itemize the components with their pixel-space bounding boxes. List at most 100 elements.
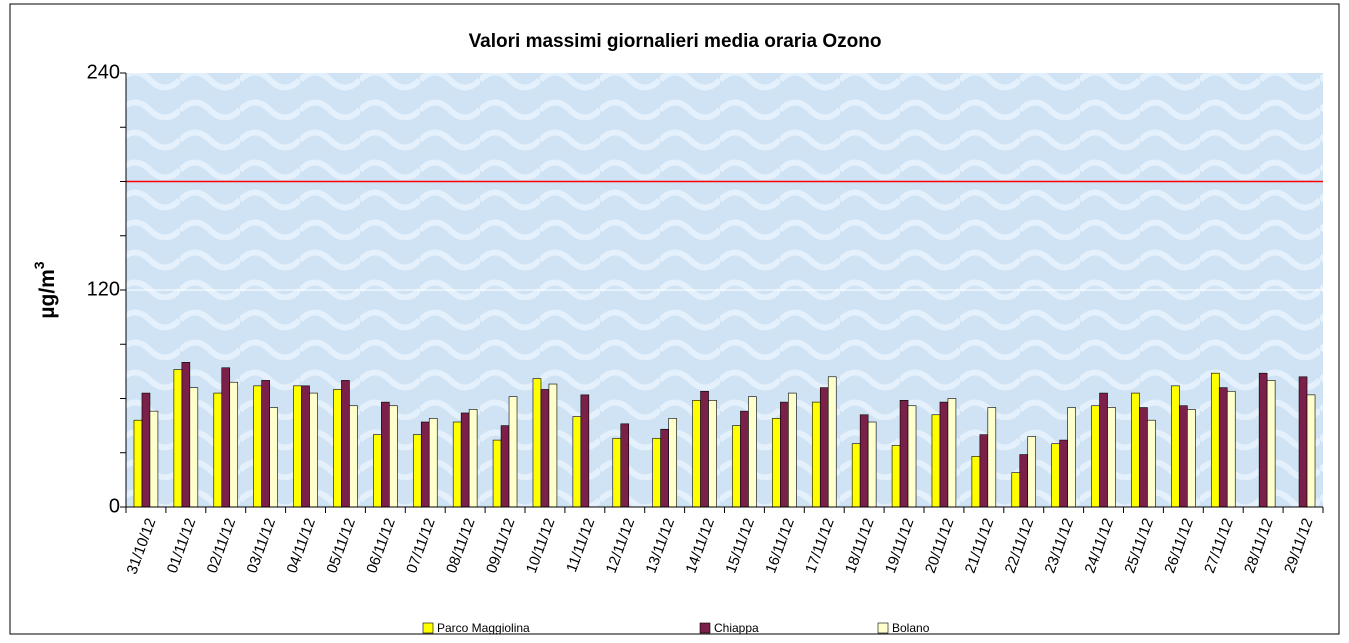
- bar: [1107, 407, 1116, 508]
- bar: [891, 445, 901, 508]
- bar: [548, 383, 558, 508]
- bar: [500, 425, 510, 508]
- legend-swatch: [422, 622, 434, 634]
- bar: [700, 390, 709, 508]
- legend-label: Parco Maggiolina: [437, 621, 530, 635]
- bar: [772, 418, 781, 508]
- y-axis-label-text: µg/m: [36, 269, 59, 318]
- bar: [253, 385, 262, 508]
- bar: [708, 400, 717, 508]
- bar: [907, 405, 917, 508]
- bar: [931, 414, 941, 508]
- bar: [859, 414, 869, 508]
- bar: [899, 400, 909, 508]
- bar: [668, 418, 677, 508]
- bar: [141, 392, 151, 508]
- bar: [1187, 409, 1196, 508]
- bar: [229, 381, 239, 508]
- bar: [612, 437, 622, 508]
- bar: [1011, 472, 1021, 508]
- bar: [373, 434, 382, 508]
- legend-swatch: [877, 622, 889, 634]
- bar: [428, 418, 438, 508]
- bar: [381, 401, 390, 508]
- bar: [572, 416, 582, 508]
- bar: [261, 380, 270, 508]
- bar: [181, 362, 191, 508]
- bar: [540, 389, 550, 508]
- bar: [987, 407, 997, 508]
- bar: [301, 385, 310, 508]
- chart-title: Valori massimi giornalieri media oraria …: [469, 31, 882, 52]
- bar: [827, 376, 837, 508]
- bar: [1306, 394, 1316, 508]
- bar: [979, 434, 989, 508]
- bar: [1091, 405, 1100, 508]
- bar: [213, 392, 223, 508]
- bar: [293, 385, 302, 508]
- bar: [740, 410, 749, 508]
- bar: [508, 396, 518, 508]
- bar: [173, 369, 183, 508]
- bar: [1266, 380, 1276, 508]
- bar: [1019, 454, 1029, 508]
- bar: [660, 428, 669, 508]
- bar: [1210, 372, 1220, 508]
- bar: [939, 401, 949, 508]
- bar: [580, 394, 590, 508]
- bar: [420, 421, 430, 508]
- bar: [1298, 376, 1308, 508]
- bar: [867, 421, 877, 508]
- bar: [532, 378, 542, 508]
- bar: [189, 387, 199, 508]
- bar: [947, 398, 957, 508]
- bar: [1059, 439, 1068, 508]
- bar: [748, 396, 757, 508]
- y-tick-label: 0: [109, 495, 120, 517]
- y-tick-label: 120: [87, 278, 120, 300]
- bar: [149, 410, 159, 508]
- legend-label: Chiappa: [714, 621, 759, 635]
- bar: [333, 389, 342, 508]
- bar: [620, 423, 630, 508]
- bar: [492, 439, 502, 508]
- bar: [1171, 385, 1180, 508]
- bar: [309, 392, 318, 508]
- bar: [412, 434, 422, 508]
- bar: [1099, 392, 1108, 508]
- bar: [1067, 407, 1076, 508]
- legend-label: Bolano: [892, 621, 930, 635]
- bar: [1139, 407, 1148, 508]
- bar: [349, 405, 358, 508]
- bar: [1179, 405, 1188, 508]
- bar: [221, 367, 231, 508]
- y-tick-label: 240: [87, 61, 120, 83]
- bar: [788, 392, 797, 508]
- legend-swatch: [699, 622, 711, 634]
- bar: [851, 443, 861, 508]
- bar: [1051, 443, 1060, 508]
- bar: [819, 387, 829, 508]
- bar: [780, 401, 789, 508]
- bar: [1027, 436, 1037, 508]
- y-axis-label: µg/m3: [31, 261, 59, 318]
- bar: [811, 401, 821, 508]
- bar: [1226, 390, 1236, 508]
- bar: [269, 407, 278, 508]
- bar: [1147, 419, 1156, 508]
- bar: [652, 437, 661, 508]
- bar: [1258, 372, 1268, 508]
- bar: [133, 419, 143, 508]
- bar: [460, 412, 470, 508]
- bar: [468, 409, 478, 508]
- bar: [732, 425, 741, 508]
- bar: [389, 405, 398, 508]
- bar: [1218, 387, 1228, 508]
- y-axis-label-sup: 3: [31, 261, 47, 269]
- bar: [452, 421, 462, 508]
- bar: [692, 400, 701, 508]
- bar: [341, 380, 350, 508]
- bar: [971, 456, 981, 508]
- bar: [1131, 392, 1140, 508]
